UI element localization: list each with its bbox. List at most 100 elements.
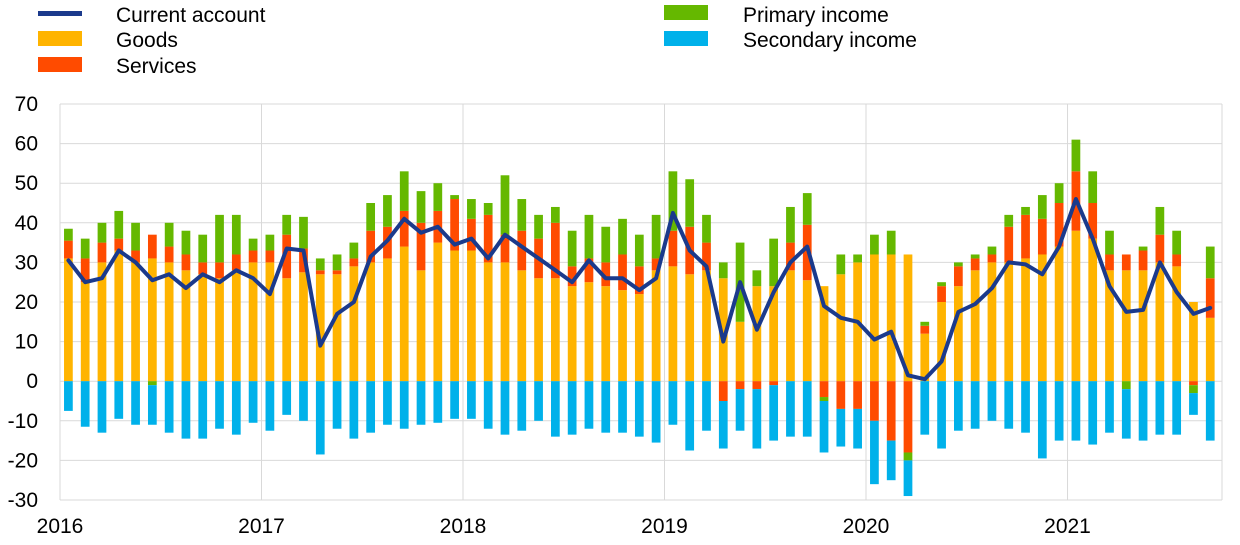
bar-secondary-income [987,381,997,421]
bar-goods [685,274,695,382]
bar-services [366,230,376,263]
bar-goods [1071,230,1081,382]
bar-secondary-income [231,381,241,435]
bar-services [735,381,745,390]
bar-services [450,199,459,251]
bar-secondary-income [265,381,275,431]
bar-primary-income [265,234,275,251]
bar-goods [399,246,409,382]
bar-goods [64,258,73,382]
y-tick-label: 40 [15,212,38,235]
bar-services [265,250,275,263]
legend-item-secondary-income: Secondary income [664,29,917,52]
bar-goods [769,286,779,382]
bar-goods [181,270,191,382]
legend-swatch-goods [38,31,82,46]
legend: Current account Goods Services Primary i… [38,4,917,78]
bar-services [147,234,157,259]
y-tick-label: 50 [15,172,38,195]
bar-primary-income [315,258,325,271]
bar-goods [1121,270,1131,382]
legend-label-primary-income: Primary income [743,4,889,27]
bar-primary-income [215,214,224,263]
bar-services [1088,203,1098,239]
current-account-line-layer [66,197,1213,382]
bar-goods [349,266,359,382]
bar-services [886,381,896,441]
bar-secondary-income [1071,381,1081,441]
bar-goods [718,278,728,382]
bar-goods [903,254,913,382]
bar-secondary-income [299,381,308,421]
bar-secondary-income [870,420,879,485]
bar-primary-income [1054,183,1064,203]
bar-goods [567,286,577,382]
bar-secondary-income [181,381,191,439]
bar-services [282,234,292,279]
bar-services [181,254,191,271]
bar-goods [450,250,459,382]
bar-secondary-income [80,381,90,427]
bar-secondary-income [1172,381,1182,435]
bar-services [1205,278,1215,318]
x-tick-label: 2017 [238,515,285,538]
bar-goods [114,250,124,382]
bar-services [786,242,795,271]
bar-secondary-income [97,381,107,433]
bar-primary-income [1138,246,1148,251]
bar-secondary-income [1155,381,1165,435]
bar-secondary-income [970,381,980,429]
bar-secondary-income [517,381,527,431]
bar-primary-income [634,234,644,267]
bar-goods [601,286,611,382]
bar-secondary-income [735,389,745,431]
bar-services [836,381,846,409]
bar-primary-income [517,199,527,231]
bar-services [567,266,577,287]
bar-goods [651,270,661,382]
bar-primary-income [903,452,913,461]
bar-primary-income [500,175,510,235]
bar-goods [500,262,510,382]
legend-swatch-services [38,57,82,72]
bar-secondary-income [786,381,795,437]
legend-label-current-account: Current account [116,4,266,27]
bar-secondary-income [467,381,476,419]
bar-secondary-income [634,381,644,437]
bar-goods [1189,302,1198,382]
bar-secondary-income [1105,381,1114,433]
bar-primary-income [366,203,376,231]
bar-secondary-income [315,381,325,455]
bar-services [584,258,594,283]
bar-primary-income [282,214,292,235]
bar-primary-income [467,199,476,219]
bar-goods [1088,238,1098,382]
bar-services [550,222,560,279]
bar-primary-income [416,191,426,223]
bar-primary-income [114,210,124,239]
bar-secondary-income [550,381,560,437]
bar-primary-income [802,193,812,225]
bar-services [1155,234,1165,263]
bar-primary-income [399,171,409,211]
bar-secondary-income [282,381,292,415]
bar-secondary-income [433,381,443,423]
bar-primary-income [567,230,577,267]
bar-secondary-income [1004,381,1014,429]
x-axis-year-labels: 2016 2017 2018 2019 2020 2021 [37,515,1091,538]
bar-secondary-income [215,381,224,429]
bar-services [752,381,762,390]
bar-primary-income [718,262,728,279]
legend-label-secondary-income: Secondary income [743,29,917,52]
bar-goods [584,282,594,382]
bar-services [198,262,208,275]
bar-secondary-income [366,381,376,433]
bar-primary-income [1004,214,1014,227]
bar-services [500,234,510,263]
bar-services [416,222,426,271]
bar-goods [1004,262,1014,382]
y-tick-label: -30 [8,489,38,512]
bar-secondary-income [131,381,140,425]
bar-goods [1172,266,1182,382]
y-tick-label: -20 [8,449,38,472]
